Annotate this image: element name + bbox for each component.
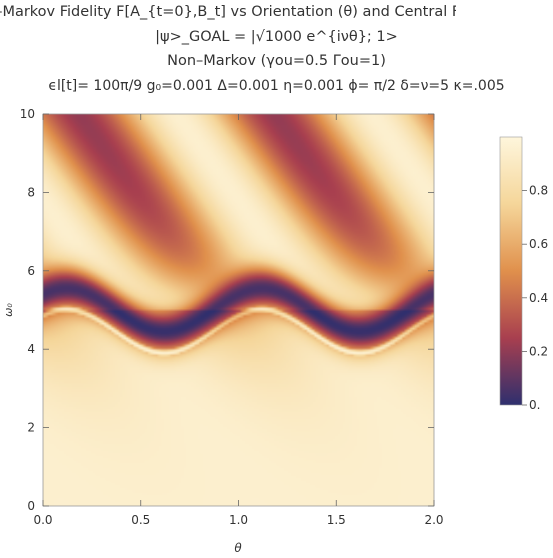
x-tick-label: 0.0 bbox=[33, 513, 52, 527]
y-tick-label: 0 bbox=[27, 499, 35, 513]
colorbar-ticks: 0. 0.2 0.4 0.6 0.8 bbox=[522, 184, 548, 412]
y-tick-label: 4 bbox=[27, 342, 35, 356]
chart-title-line3: Non–Markov (γou=0.5 Γou=1) bbox=[167, 53, 386, 69]
y-axis-label: ω₀ bbox=[2, 303, 15, 317]
y-tick-label: 6 bbox=[27, 264, 35, 278]
heatmap-image bbox=[43, 114, 434, 506]
y-tick-label: 2 bbox=[27, 421, 35, 435]
chart-title-line1: n–Markov Fidelity F[A_{t=0},B_t] vs Orie… bbox=[0, 4, 456, 20]
colorbar-tick-label: 0.6 bbox=[529, 237, 548, 251]
x-tick-label: 2.0 bbox=[424, 513, 443, 527]
colorbar-tick-label: 0.2 bbox=[529, 344, 548, 358]
chart-title-line2: |ψ>_GOAL = |√1000 e^{iνθ}; 1> bbox=[155, 29, 398, 45]
x-axis-label: θ bbox=[234, 541, 242, 555]
x-tick-label: 1.5 bbox=[327, 513, 346, 527]
colorbar bbox=[499, 136, 523, 406]
y-tick-label: 8 bbox=[27, 185, 35, 199]
colorbar-tick-label: 0.8 bbox=[529, 184, 548, 198]
y-tick-label: 10 bbox=[20, 107, 35, 121]
chart-title-line4: ϵl[t]= 100π/9 g₀=0.001 Δ=0.001 η=0.001 ϕ… bbox=[48, 78, 505, 94]
plot-area bbox=[43, 114, 434, 506]
plot-frame bbox=[42, 113, 435, 507]
x-tick-label: 0.5 bbox=[131, 513, 150, 527]
colorbar-tick-label: 0. bbox=[529, 398, 540, 412]
colorbar-tick-label: 0.4 bbox=[529, 291, 548, 305]
axes: 0.0 0.5 1.0 1.5 2.0 0 2 4 6 8 10 bbox=[20, 107, 444, 527]
x-tick-label: 1.0 bbox=[229, 513, 248, 527]
